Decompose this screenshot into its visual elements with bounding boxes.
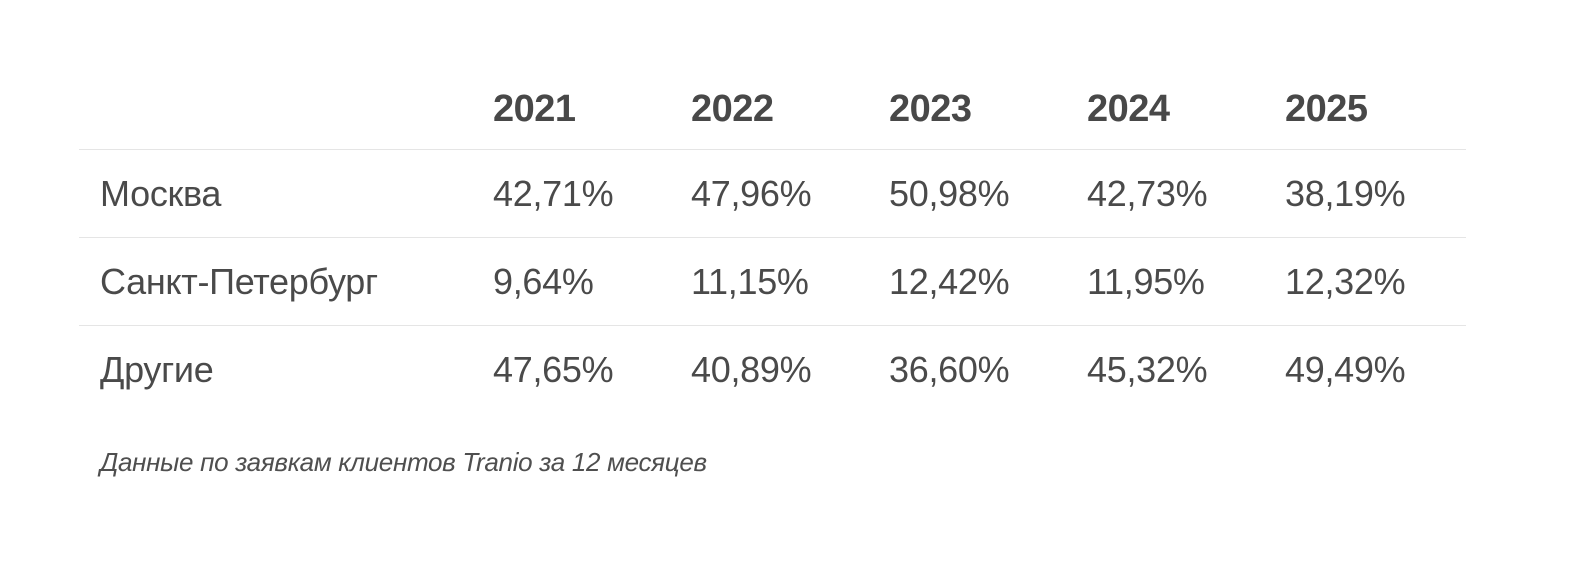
table-row-others: Другие 47,65% 40,89% 36,60% 45,32% 49,49…: [79, 325, 1466, 413]
row-label: Санкт-Петербург: [100, 260, 378, 302]
table-row-moscow: Москва 42,71% 47,96% 50,98% 42,73% 38,19…: [79, 149, 1466, 237]
table-row-saint-petersburg: Санкт-Петербург 9,64% 11,15% 12,42% 11,9…: [79, 237, 1466, 325]
cell-value: 11,95%: [1087, 260, 1205, 302]
table-footnote: Данные по заявкам клиентов Tranio за 12 …: [100, 447, 707, 477]
cell-value: 42,73%: [1087, 172, 1208, 214]
year-header-2022: 2022: [691, 88, 774, 130]
row-label: Другие: [100, 348, 214, 390]
cell-value: 42,71%: [493, 172, 614, 214]
cell-value: 49,49%: [1285, 348, 1406, 390]
cell-value: 12,42%: [889, 260, 1010, 302]
data-table: 2021 2022 2023 2024 2025 Москва 42,71% 4…: [79, 70, 1466, 478]
cell-value: 11,15%: [691, 260, 809, 302]
year-header-2024: 2024: [1087, 88, 1170, 130]
cell-value: 40,89%: [691, 348, 812, 390]
row-label: Москва: [100, 172, 222, 214]
year-header-2021: 2021: [493, 88, 576, 130]
year-header-2023: 2023: [889, 88, 972, 130]
cell-value: 50,98%: [889, 172, 1010, 214]
cell-value: 36,60%: [889, 348, 1010, 390]
cell-value: 38,19%: [1285, 172, 1406, 214]
cell-value: 47,65%: [493, 348, 614, 390]
cell-value: 12,32%: [1285, 260, 1406, 302]
cell-value: 47,96%: [691, 172, 812, 214]
table-header-row: 2021 2022 2023 2024 2025: [79, 70, 1466, 149]
cell-value: 9,64%: [493, 260, 594, 302]
cell-value: 45,32%: [1087, 348, 1208, 390]
year-header-2025: 2025: [1285, 88, 1368, 130]
